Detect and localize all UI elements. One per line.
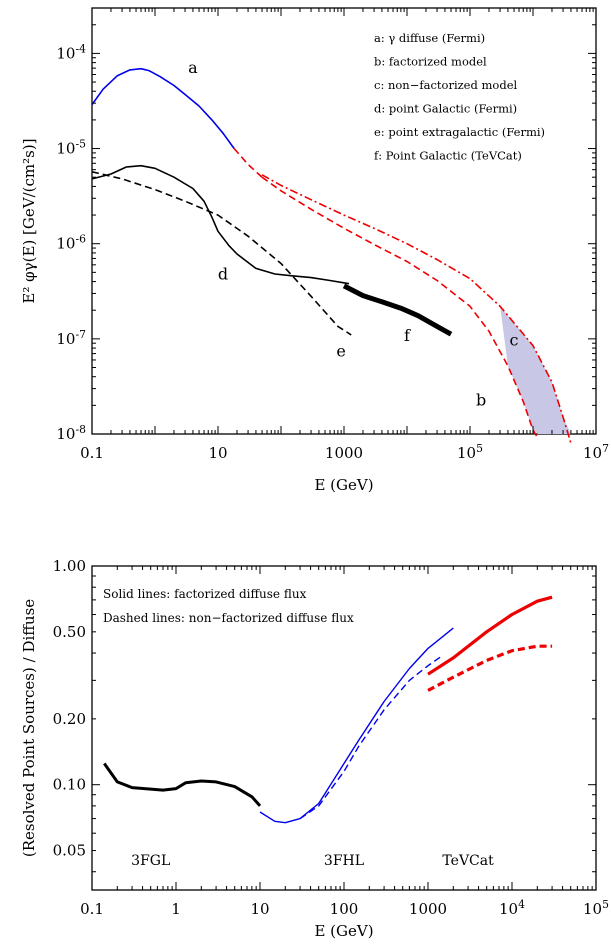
spectrum-series-e-line [91,171,352,336]
ratio-panel: 3FGL 3FHL TeVCat 0.1 1 10 100 1000 104 105 0.050… [20,557,609,940]
spectrum-y-tick-label: 10-6 [56,233,86,253]
spectrum-y-tick-label: 10-5 [56,138,86,158]
spectrum-annotation-e: e [336,342,345,361]
spectrum-y-ticks: 10-8 10-7 10-6 10-5 10-4 [56,7,596,443]
spectrum-x-tick-label: 10 [208,444,227,462]
ratio-series-3fgl-line [103,762,262,807]
ratio-legend-entry: Solid lines: factorized diffuse flux [103,587,307,601]
spectrum-x-axis-label: E (GeV) [314,476,373,494]
spectrum-legend-entry: a: γ diffuse (Fermi) [374,31,485,45]
ratio-legend-entry: Dashed lines: non−factorized diffuse flu… [103,611,354,625]
ratio-y-tick-label: 0.05 [53,842,86,860]
spectrum-series-d-line [91,164,350,285]
ratio-series-group [103,595,553,824]
ratio-x-tick-label: 105 [583,898,609,918]
spectrum-legend-entry: f: Point Galactic (TeVCat) [374,149,522,163]
ratio-x-tick-label: 100 [330,900,359,918]
ratio-series-tevcat-line [427,595,553,676]
ratio-x-ticks: 0.1 1 10 100 1000 104 105 [80,566,609,918]
ratio-annotation-3fgl: 3FGL [131,853,170,869]
ratio-legend: Solid lines: factorized diffuse flux Dash… [103,587,354,625]
spectrum-legend-entry: e: point extragalactic (Fermi) [374,125,545,139]
model-band-shading [500,306,571,434]
spectrum-legend-entry: b: factorized model [374,55,487,69]
ratio-y-tick-label: 1.00 [53,557,86,575]
spectrum-legend: a: γ diffuse (Fermi) b: factorized model c… [374,31,545,163]
ratio-series-3fhl-line [259,627,454,824]
ratio-x-tick-label: 10 [250,900,269,918]
spectrum-series-group [91,67,572,444]
ratio-annotation-3fhl: 3FHL [324,853,364,869]
ratio-series-tevcat-line [427,644,553,692]
ratio-x-tick-label: 104 [499,898,525,918]
ratio-y-tick-label: 0.50 [53,623,86,641]
spectrum-series-a-line [91,67,235,149]
spectrum-y-tick-label: 10-8 [56,423,86,443]
spectrum-curve-labels: a b c d e f [188,58,518,409]
spectrum-legend-entry: c: non−factorized model [374,78,517,92]
ratio-x-axis-label: E (GeV) [314,922,373,940]
spectrum-y-tick-label: 10-7 [56,328,86,348]
ratio-catalog-labels: 3FGL 3FHL TeVCat [131,853,494,869]
spectrum-x-tick-label: 1000 [325,444,363,462]
spectrum-annotation-d: d [218,265,228,284]
spectrum-y-axis-label: E² φγ(E) [GeV/(cm²s)] [20,138,38,303]
ratio-x-tick-label: 1000 [409,900,447,918]
spectrum-annotation-c: c [510,331,519,350]
ratio-x-tick-label: 0.1 [80,900,104,918]
spectrum-x-ticks: 0.1 10 1000 105 107 [80,8,609,462]
ratio-y-ticks: 0.05 0.10 0.20 0.50 1.00 [53,557,596,873]
ratio-y-tick-label: 0.10 [53,776,86,794]
spectrum-series-a-extrapolation--line [233,147,263,178]
spectrum-annotation-b: b [476,390,486,409]
spectrum-legend-entry: d: point Galactic (Fermi) [374,102,517,116]
ratio-series-3fhl-line [299,654,444,820]
ratio-y-tick-label: 0.20 [53,710,86,728]
ratio-x-tick-label: 1 [171,900,181,918]
ratio-annotation-tevcat: TeVCat [442,853,494,869]
spectrum-annotation-a: a [188,58,198,77]
ratio-y-axis-label: (Resolved Point Sources) / Diffuse [20,599,38,857]
spectrum-series-f-line [342,283,453,337]
spectrum-series-b-line [261,176,539,439]
spectrum-series-c-line [261,174,572,444]
spectrum-annotation-f: f [404,326,411,345]
spectrum-x-tick-label: 107 [583,442,609,462]
spectrum-x-tick-label: 0.1 [80,444,104,462]
spectrum-x-tick-label: 105 [457,442,483,462]
spectrum-y-tick-label: 10-4 [56,42,86,62]
